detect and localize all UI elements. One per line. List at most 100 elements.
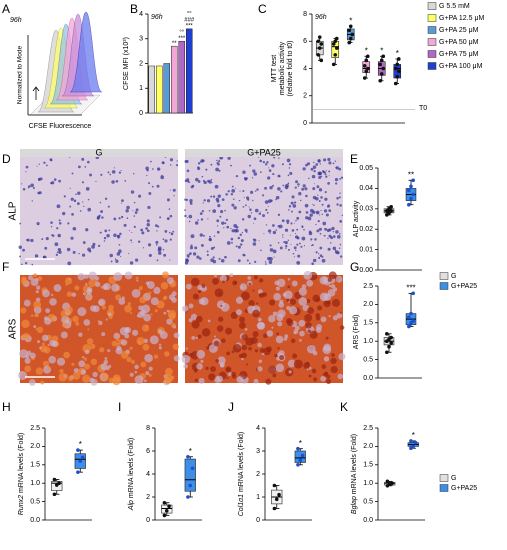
texture (77, 191, 81, 195)
texture (67, 261, 72, 266)
texture (273, 293, 281, 301)
texture (216, 159, 218, 162)
texture (24, 262, 28, 265)
y-tick-label: 4 (256, 425, 260, 432)
texture (225, 327, 233, 335)
texture (320, 316, 327, 323)
texture (281, 219, 285, 223)
texture (240, 291, 250, 301)
texture (227, 156, 231, 160)
texture (243, 176, 247, 180)
texture (339, 311, 342, 314)
texture (169, 214, 173, 218)
texture (258, 278, 264, 283)
y-tick-label: 1.5 (363, 320, 373, 327)
texture (164, 239, 168, 243)
y-tick-label: 0.5 (30, 498, 40, 505)
texture (245, 204, 247, 207)
texture (237, 259, 241, 263)
texture (250, 212, 253, 214)
texture (150, 313, 153, 316)
texture (108, 312, 112, 316)
texture (87, 207, 92, 212)
texture (233, 228, 238, 233)
point (316, 53, 321, 57)
texture (111, 283, 120, 292)
texture (328, 175, 330, 177)
texture (83, 357, 88, 361)
texture (84, 349, 90, 355)
texture (143, 313, 151, 322)
legend-label: G+PA 12.5 μM (439, 15, 485, 22)
texture (262, 194, 265, 197)
texture (250, 190, 254, 194)
y-tick-label: 2.0 (363, 301, 373, 308)
row-label: ALP (8, 201, 19, 220)
texture (293, 359, 303, 369)
texture (312, 210, 316, 214)
texture (166, 217, 170, 221)
texture (226, 241, 231, 245)
y-axis-label: Alp mRNA levels (Fold) (128, 438, 135, 511)
texture (254, 208, 259, 213)
y-axis-label: ARS (Fold) (353, 315, 360, 350)
texture (134, 211, 138, 214)
texture (146, 223, 150, 227)
texture (328, 161, 332, 165)
texture (272, 311, 278, 317)
point (333, 53, 338, 57)
texture (280, 313, 283, 316)
texture (217, 356, 226, 365)
texture (186, 254, 190, 258)
texture (315, 251, 318, 254)
texture (102, 284, 108, 290)
texture (210, 195, 213, 198)
point (393, 81, 398, 86)
texture (325, 336, 329, 340)
point (396, 57, 401, 61)
texture (56, 357, 66, 366)
texture (241, 231, 244, 234)
texture (201, 210, 205, 213)
texture (280, 190, 283, 193)
y-tick-label: 6 (146, 448, 150, 455)
texture (318, 175, 322, 180)
texture (116, 234, 121, 239)
texture (176, 160, 178, 162)
texture (144, 379, 147, 383)
texture (185, 159, 189, 163)
texture (50, 293, 54, 297)
annotation: 96h (151, 14, 163, 21)
texture (121, 202, 123, 204)
y-tick-label: 0.0 (363, 375, 373, 382)
texture (116, 252, 121, 256)
significance: * (79, 440, 82, 449)
texture (88, 249, 92, 253)
texture (199, 212, 203, 216)
texture (244, 228, 248, 232)
micrograph (185, 157, 343, 265)
texture (197, 180, 201, 183)
texture (146, 219, 150, 223)
texture (238, 199, 241, 202)
texture (265, 378, 272, 385)
texture (84, 166, 87, 168)
texture (146, 229, 150, 233)
texture (311, 243, 314, 247)
texture (296, 216, 300, 220)
point (348, 24, 353, 29)
texture (166, 198, 170, 202)
texture (295, 180, 299, 184)
y-axis-label: (relative fold to t0) (287, 40, 294, 96)
texture (328, 271, 337, 280)
texture (128, 252, 130, 254)
texture (271, 164, 275, 168)
texture (86, 338, 94, 345)
texture (107, 171, 110, 174)
texture (220, 304, 223, 307)
texture (106, 234, 110, 238)
column-header (185, 149, 343, 157)
texture (281, 234, 284, 236)
texture (219, 274, 227, 282)
texture (184, 214, 187, 218)
